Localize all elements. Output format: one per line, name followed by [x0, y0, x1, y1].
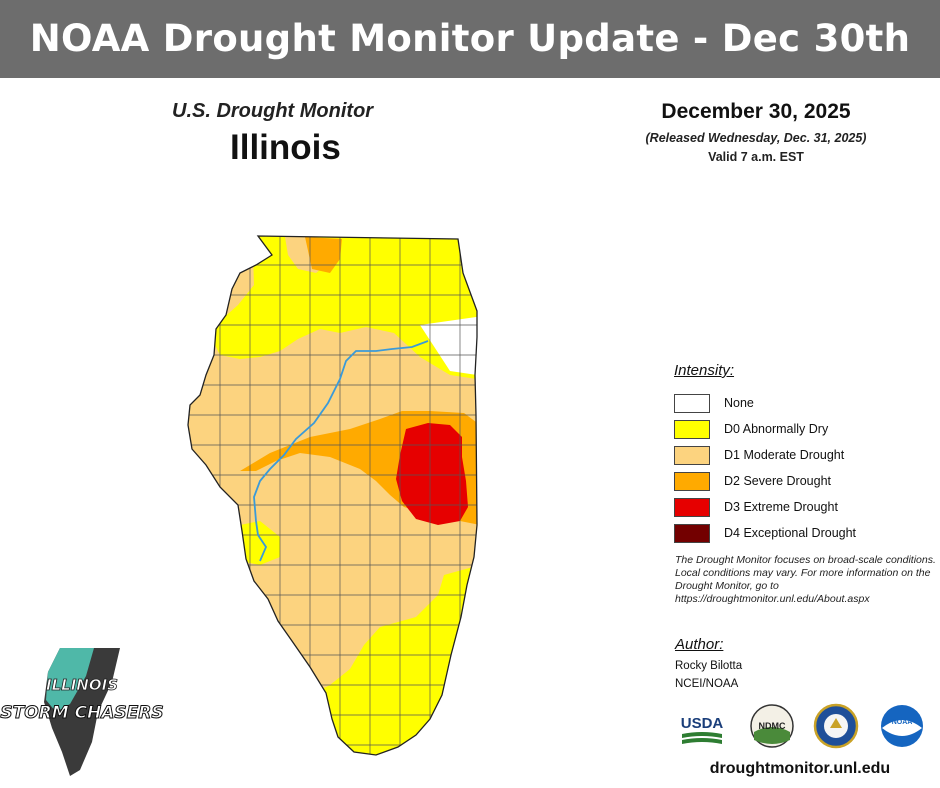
d1-central-north — [290, 351, 380, 377]
legend-label: D3 Extreme Drought — [724, 500, 838, 514]
legend: Intensity: None D0 Abnormally Dry D1 Mod… — [674, 362, 924, 546]
legend-label: D2 Severe Drought — [724, 474, 832, 488]
legend-swatch-d2 — [674, 471, 710, 491]
noaa-logo: NOAA — [881, 705, 923, 747]
usda-text: USDA — [681, 715, 724, 732]
county-lines — [188, 236, 477, 755]
valid-time: Valid 7 a.m. EST — [708, 150, 804, 164]
legend-swatch-d3 — [674, 497, 710, 517]
author-heading: Author: — [675, 636, 724, 653]
disclaimer-note: The Drought Monitor focuses on broad-sca… — [675, 554, 936, 605]
release-note: (Released Wednesday, Dec. 31, 2025) — [645, 131, 867, 145]
noaa-bird-mark — [882, 720, 922, 736]
d3-east-central-region — [396, 423, 468, 525]
map-subtitle: U.S. Drought Monitor — [172, 100, 374, 122]
site-url: droughtmonitor.unl.edu — [709, 760, 891, 777]
legend-swatch-d4 — [674, 523, 710, 543]
legend-title: Intensity: — [674, 362, 735, 379]
state-title: Illinois — [230, 128, 341, 167]
banner-title: NOAA Drought Monitor Update - Dec 30th — [0, 0, 940, 78]
legend-item: D0 Abnormally Dry — [674, 416, 924, 442]
commerce-seal-emblem — [830, 718, 842, 728]
illinois-drought-map — [180, 225, 490, 770]
legend-item: D2 Severe Drought — [674, 468, 924, 494]
ndmc-logo: NDMC — [750, 704, 794, 748]
ndmc-text: NDMC — [759, 721, 786, 731]
legend-label: D0 Abnormally Dry — [724, 422, 829, 436]
legend-item: None — [674, 390, 924, 416]
legend-label: D4 Exceptional Drought — [724, 526, 857, 540]
legend-swatch-d1 — [674, 445, 710, 465]
author-name: Rocky Bilotta — [675, 660, 743, 672]
legend-swatch-d0 — [674, 419, 710, 439]
partner-logos: USDA NDMC NOAA — [676, 702, 931, 754]
logo-line2: STORM CHASERS — [0, 703, 163, 723]
usda-field-mark — [682, 738, 722, 744]
release-date: December 30, 2025 — [661, 100, 851, 123]
legend-item: D1 Moderate Drought — [674, 442, 924, 468]
legend-label: None — [724, 396, 754, 410]
logo-accent-shape — [46, 648, 94, 712]
ndmc-ground — [754, 727, 790, 744]
commerce-seal-logo — [813, 703, 859, 749]
noaa-text: NOAA — [892, 719, 913, 726]
usda-logo: USDA — [681, 715, 724, 744]
legend-swatch-none — [674, 393, 710, 413]
legend-label: D1 Moderate Drought — [724, 448, 845, 462]
illinois-river — [253, 340, 429, 562]
legend-item: D3 Extreme Drought — [674, 494, 924, 520]
author-org: NCEI/NOAA — [675, 678, 739, 690]
illinois-storm-chasers-logo: ILLINOIS STORM CHASERS — [0, 642, 165, 782]
d2-north-pocket — [305, 237, 342, 273]
none-northeast-region — [420, 315, 477, 377]
usda-field-mark — [682, 732, 722, 738]
legend-item: D4 Exceptional Drought — [674, 520, 924, 546]
state-border — [187, 235, 478, 756]
logo-line1: ILLINOIS — [46, 676, 118, 694]
